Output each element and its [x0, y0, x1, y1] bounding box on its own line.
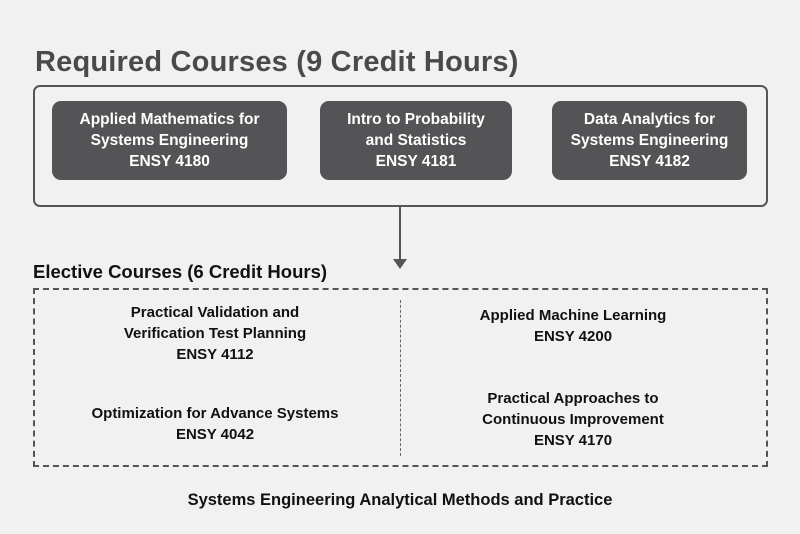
- course-code: ENSY 4200: [533, 328, 613, 345]
- program-title: Systems Engineering Analytical Methods a…: [187, 491, 613, 509]
- course-name-line: Applied Machine Learning: [479, 307, 667, 324]
- elective-course-ensy-4170: Practical Approaches to Continuous Impro…: [403, 388, 743, 451]
- elective-course-ensy-4042: Optimization for Advance Systems ENSY 40…: [45, 403, 385, 445]
- flow-arrow-line: [399, 205, 401, 261]
- course-code: ENSY 4042: [175, 426, 255, 443]
- course-code: ENSY 4170: [533, 432, 613, 449]
- course-box-ensy-4182: Data Analytics for Systems Engineering E…: [552, 101, 747, 180]
- course-name-line: Practical Approaches to: [487, 390, 659, 407]
- column-divider: [400, 300, 401, 456]
- course-code: ENSY 4182: [609, 153, 690, 170]
- course-name-line: Systems Engineering: [570, 132, 729, 149]
- course-box-ensy-4180: Applied Mathematics for Systems Engineer…: [52, 101, 287, 180]
- elective-course-ensy-4112: Practical Validation and Verification Te…: [45, 302, 385, 365]
- course-name-line: and Statistics: [365, 132, 467, 149]
- course-name-line: Systems Engineering: [90, 132, 249, 149]
- course-code: ENSY 4181: [375, 153, 457, 170]
- elective-courses-group: [33, 288, 768, 467]
- course-code: ENSY 4180: [129, 153, 210, 170]
- course-name-line: Continuous Improvement: [482, 411, 664, 428]
- course-box-ensy-4181: Intro to Probability and Statistics ENSY…: [320, 101, 512, 180]
- course-code: ENSY 4112: [176, 346, 254, 363]
- arrow-down-icon: [393, 259, 407, 269]
- course-name-line: Verification Test Planning: [123, 325, 307, 342]
- course-name-line: Applied Mathematics for: [79, 111, 260, 128]
- course-name-line: Intro to Probability: [347, 111, 485, 128]
- course-name-line: Practical Validation and: [130, 304, 300, 321]
- course-name-line: Optimization for Advance Systems: [91, 405, 339, 422]
- required-courses-title: Required Courses (9 Credit Hours): [35, 46, 519, 78]
- elective-course-ensy-4200: Applied Machine Learning ENSY 4200: [403, 305, 743, 347]
- elective-courses-title: Elective Courses (6 Credit Hours): [33, 261, 328, 282]
- course-name-line: Data Analytics for: [583, 111, 716, 128]
